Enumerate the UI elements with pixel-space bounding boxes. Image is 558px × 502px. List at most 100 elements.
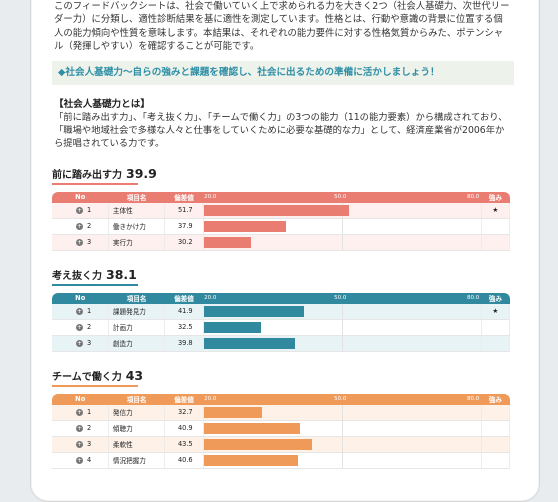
table-row[interactable]: +2 働きかけ力 37.9: [52, 218, 511, 235]
expand-icon[interactable]: +: [76, 456, 83, 464]
item-name: 課題発見力: [108, 303, 166, 320]
header-name: 項目名: [108, 191, 165, 203]
section-underline: [52, 283, 138, 286]
scale-tick-label: 50.0: [334, 294, 347, 301]
scale-tick-label: 80.0: [467, 395, 480, 402]
expand-icon[interactable]: +: [76, 222, 83, 230]
row-number[interactable]: +2: [52, 319, 109, 336]
section-header: 考え抜く力 38.1: [52, 267, 514, 282]
intro-paragraph: このフィードバックシートは、社会で働いていく上で求められる力を大きく2つ（社会人…: [54, 1, 510, 53]
header-scale: 20.0 50.0 80.0: [203, 191, 482, 203]
header-strength: 強み: [481, 393, 510, 405]
expand-icon[interactable]: +: [76, 440, 83, 448]
scale-midline: [341, 335, 343, 351]
about-title: 【社会人基礎力とは】: [54, 98, 150, 110]
deviation-value: 32.5: [164, 319, 204, 336]
score-bar-cell: [203, 420, 482, 437]
expand-icon[interactable]: +: [76, 206, 83, 214]
item-name: 傾聴力: [108, 420, 166, 437]
strength-mark: [481, 420, 511, 437]
scale-tick-label: 50.0: [334, 193, 347, 200]
table-row[interactable]: +2 計画力 32.5: [52, 319, 511, 336]
item-name: 創造力: [108, 335, 166, 352]
expand-icon[interactable]: +: [76, 238, 83, 246]
row-number-text: 2: [87, 424, 92, 433]
scale-tick-label: 80.0: [467, 294, 480, 301]
score-bar-cell: [203, 404, 482, 421]
table-row[interactable]: +1 主体性 51.7 ★: [52, 202, 511, 219]
score-bar-cell: [203, 303, 482, 320]
row-number-text: 2: [87, 222, 92, 231]
expand-icon[interactable]: +: [76, 424, 83, 432]
table-row[interactable]: +1 課題発見力 41.9 ★: [52, 303, 511, 320]
score-bar-cell: [203, 234, 482, 251]
row-number[interactable]: +3: [52, 335, 109, 352]
row-number-text: 1: [87, 408, 92, 417]
header-name: 項目名: [108, 393, 165, 405]
deviation-value: 37.9: [164, 218, 204, 235]
score-bar: [203, 236, 251, 248]
score-bar: [203, 454, 299, 466]
deviation-value: 40.9: [164, 420, 204, 437]
scale-midline: [341, 452, 343, 468]
section-title: 前に踏み出す力: [52, 169, 122, 181]
item-name: 発信力: [108, 404, 166, 421]
row-number[interactable]: +2: [52, 420, 109, 437]
strength-mark: [481, 335, 511, 352]
scale-tick-label: 20.0: [204, 395, 217, 402]
scale-tick-label: 80.0: [467, 193, 480, 200]
header-strength: 強み: [481, 191, 510, 203]
row-number[interactable]: +2: [52, 218, 109, 235]
row-number-text: 3: [87, 238, 92, 247]
item-name: 情況把握力: [108, 452, 166, 469]
row-number[interactable]: +4: [52, 452, 109, 469]
deviation-value: 30.2: [164, 234, 204, 251]
row-number[interactable]: +1: [52, 202, 109, 219]
section-underline: [52, 384, 138, 387]
strength-mark: [481, 404, 511, 421]
score-bar-cell: [203, 218, 482, 235]
feedback-sheet[interactable]: このフィードバックシートは、社会で働いていく上で求められる力を大きく2つ（社会人…: [52, 0, 514, 469]
scale-midline: [341, 234, 343, 250]
scale-tick-label: 20.0: [204, 193, 217, 200]
scale-tick-label: 50.0: [334, 395, 347, 402]
section-title: 考え抜く力: [52, 270, 102, 282]
table-row[interactable]: +3 実行力 30.2: [52, 234, 511, 251]
header-no: No: [52, 191, 109, 203]
row-number-text: 4: [87, 456, 92, 465]
row-number[interactable]: +3: [52, 436, 109, 453]
score-table: No 項目名 偏差値 20.0 50.0 80.0 強み +1 主体性 51.7 ★ +2 働きかけ力 3…: [52, 191, 511, 251]
callout-banner: ◆社会人基礎力〜自らの強みと課題を確認し、社会に出るための準備に活かしましょう！: [52, 60, 514, 85]
expand-icon[interactable]: +: [76, 339, 83, 347]
scale-midline: [341, 218, 343, 234]
table-row[interactable]: +3 柔軟性 43.5: [52, 436, 511, 453]
scale-midline: [341, 319, 343, 335]
expand-icon[interactable]: +: [76, 408, 83, 416]
table-row[interactable]: +2 傾聴力 40.9: [52, 420, 511, 437]
table-row[interactable]: +3 創造力 39.8: [52, 335, 511, 352]
section-score: 38.1: [106, 266, 137, 282]
scale-midline: [341, 436, 343, 452]
row-number[interactable]: +3: [52, 234, 109, 251]
row-number[interactable]: +1: [52, 404, 109, 421]
score-bar-cell: [203, 335, 482, 352]
expand-icon[interactable]: +: [76, 307, 83, 315]
score-bar: [203, 438, 312, 450]
section-underline: [52, 182, 138, 185]
table-row[interactable]: +1 発信力 32.7: [52, 404, 511, 421]
row-number-text: 3: [87, 440, 92, 449]
expand-icon[interactable]: +: [76, 323, 83, 331]
table-row[interactable]: +4 情況把握力 40.6: [52, 452, 511, 469]
row-number[interactable]: +1: [52, 303, 109, 320]
row-number-text: 1: [87, 307, 92, 316]
item-name: 実行力: [108, 234, 166, 251]
deviation-value: 51.7: [164, 202, 204, 219]
section-score: 39.9: [126, 165, 157, 181]
strength-mark: [481, 452, 511, 469]
score-bar: [203, 337, 295, 349]
score-bar-cell: [203, 202, 482, 219]
row-number-text: 2: [87, 323, 92, 332]
score-bar-cell: [203, 436, 482, 453]
deviation-value: 43.5: [164, 436, 204, 453]
strength-mark: [481, 218, 511, 235]
